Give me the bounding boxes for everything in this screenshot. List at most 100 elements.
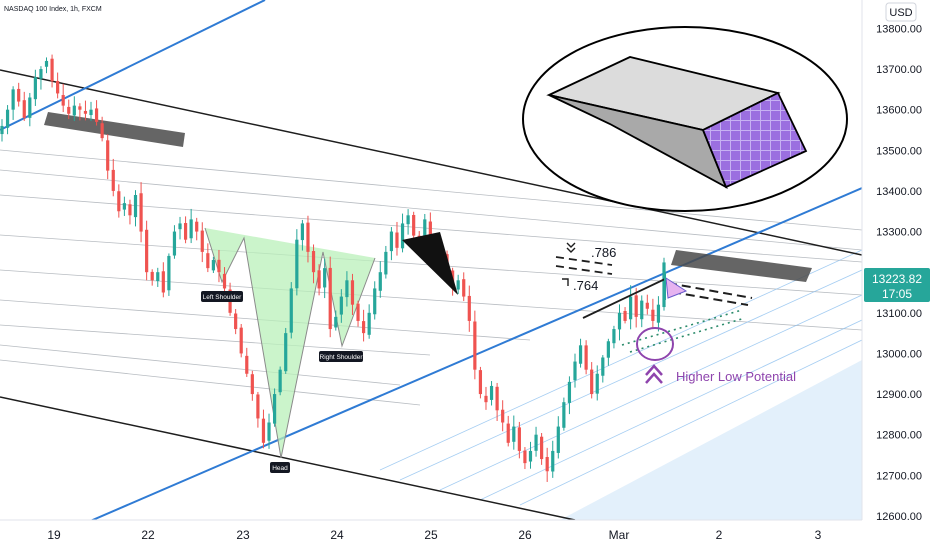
candle-body [506, 423, 510, 443]
candle-body [67, 106, 71, 114]
candle-body [406, 215, 410, 225]
candle-body [361, 321, 366, 334]
candle-body [501, 409, 505, 423]
candle-body [17, 88, 21, 102]
candle-body [551, 450, 555, 472]
candle-body [261, 418, 266, 443]
candle-body [328, 267, 332, 330]
candle-body [50, 58, 54, 82]
svg-text:USD: USD [889, 7, 912, 19]
candle-body [122, 203, 126, 210]
time-tick-label: 19 [47, 528, 61, 542]
fib-arrow-icon [562, 242, 576, 286]
time-tick-label: 24 [330, 528, 344, 542]
time-tick-label: 23 [236, 528, 250, 542]
candle-body [234, 313, 238, 330]
candle-body [83, 110, 88, 114]
time-tick-label: 2 [716, 528, 723, 542]
candle-body [156, 272, 160, 282]
lower-blue-trendline[interactable] [0, 187, 862, 550]
price-tick-label: 13400.00 [876, 186, 922, 198]
time-axis-ticks: 19 22 23 24 25 26 Mar 2 3 [47, 528, 821, 542]
candle-body [617, 312, 622, 330]
candle-body [295, 239, 299, 289]
svg-text:Left Shoulder: Left Shoulder [203, 294, 243, 301]
candle-body [651, 309, 655, 321]
candle-body [528, 450, 533, 462]
candle-body [278, 369, 282, 393]
svg-text:Head: Head [272, 465, 288, 472]
time-tick-label: 26 [518, 528, 532, 542]
time-tick-label: 3 [815, 528, 822, 542]
price-axis[interactable] [862, 0, 932, 520]
channel-lower-line[interactable] [0, 396, 576, 520]
candle-body [629, 296, 633, 320]
candle-body [645, 302, 649, 309]
candle-body [373, 288, 377, 315]
candle-body [267, 422, 271, 441]
candle-body [400, 223, 405, 249]
candle-body [145, 229, 149, 273]
candle-body [56, 81, 60, 94]
candle-body [634, 295, 638, 317]
candle-body [523, 450, 527, 464]
time-tick-label: Mar [609, 528, 630, 542]
channel-upper-line[interactable] [0, 69, 862, 256]
candle-body [206, 253, 210, 269]
candle-body [489, 385, 494, 400]
price-tick-label: 13700.00 [876, 64, 922, 76]
fib-764-label: .764 [573, 278, 598, 293]
rising-resistance-line [582, 278, 666, 319]
currency-button[interactable]: USD [885, 2, 917, 22]
fib-dashed-mid [555, 265, 613, 275]
candle-body [161, 271, 165, 293]
double-chevron-up-icon [645, 364, 663, 384]
candle-body [473, 321, 477, 370]
candle-body [5, 109, 10, 128]
candle-body [100, 123, 104, 139]
candle-body [323, 268, 327, 288]
candle-body [172, 231, 177, 256]
candle-body [350, 280, 355, 305]
candle-body [345, 280, 349, 298]
candle-body [89, 109, 93, 116]
candle-body [334, 316, 338, 328]
candle-body [478, 370, 483, 395]
candle-body [339, 296, 343, 315]
candle-body [256, 394, 260, 419]
projection-dashed-1 [667, 282, 753, 299]
time-axis[interactable] [0, 520, 932, 550]
candle-body [167, 255, 171, 291]
candle-body [133, 195, 138, 218]
candle-body [311, 251, 316, 273]
candle-body [200, 230, 204, 252]
price-tick-label: 13300.00 [876, 227, 922, 239]
candle-body [495, 386, 499, 411]
price-tick-label: 12700.00 [876, 470, 922, 482]
price-tick-label: 12800.00 [876, 430, 922, 442]
candle-body [556, 426, 560, 453]
candle-body [356, 303, 360, 321]
candle-body [222, 273, 227, 289]
candle-body [22, 100, 26, 118]
upper-blue-trendline[interactable] [0, 0, 266, 131]
current-price-tag: 13223.82 17:05 [864, 268, 930, 302]
time-tick-label: 22 [141, 528, 155, 542]
candle-body [117, 191, 121, 212]
higher-low-label: Higher Low Potential [676, 369, 796, 384]
resistance-zone-left [44, 112, 185, 147]
fib-786-label: .786 [591, 245, 616, 260]
candle-body [239, 327, 243, 354]
candle-body [217, 259, 221, 273]
candle-body [189, 219, 193, 239]
gold-bar-illustration [522, 26, 848, 212]
candle-body [250, 374, 254, 395]
price-axis-ticks: 12600.00 12700.00 12800.00 12900.00 13000.00… [876, 23, 922, 523]
candle-body [389, 231, 394, 252]
candle-body [28, 97, 32, 118]
candle-body [384, 251, 388, 275]
candle-body [640, 300, 644, 320]
resistance-zone-right [671, 250, 812, 282]
candle-body [11, 89, 15, 110]
